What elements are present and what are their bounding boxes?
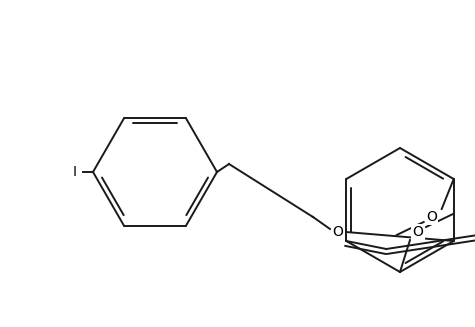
Text: I: I <box>73 165 77 179</box>
Text: O: O <box>332 225 343 239</box>
Text: O: O <box>426 210 437 224</box>
Text: O: O <box>413 225 423 239</box>
